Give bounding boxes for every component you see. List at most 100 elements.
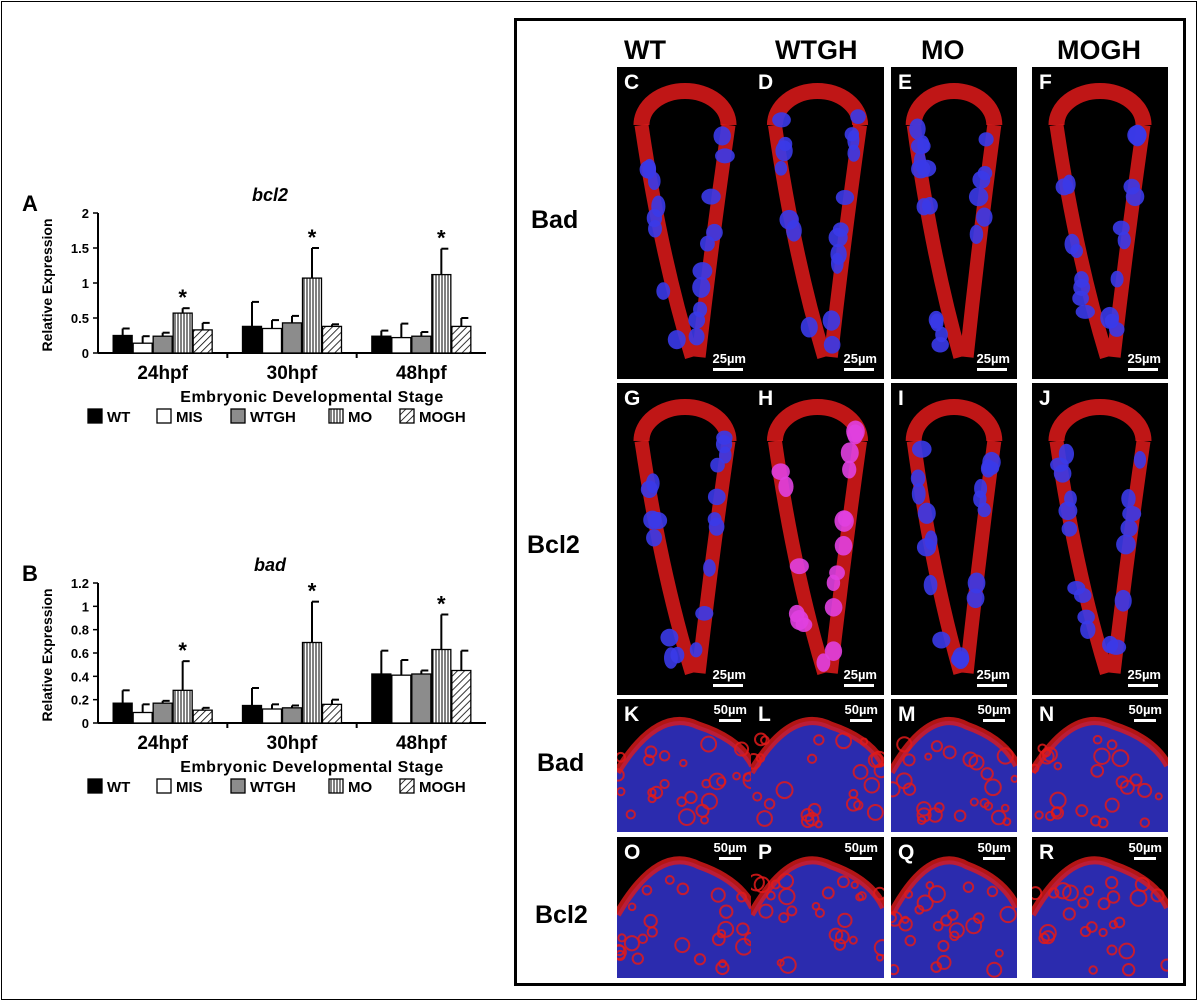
x-tick-label: 24hpf <box>137 733 188 754</box>
bar-mo-48hpf <box>431 648 452 724</box>
row-header-bcl2-2: Bcl2 <box>535 901 588 929</box>
stain-spot <box>845 796 861 812</box>
stain-spot <box>718 959 728 968</box>
stain-spot <box>837 875 850 889</box>
stain-spot <box>674 937 691 954</box>
bar-mis-48hpf <box>391 336 412 354</box>
micrograph-image <box>617 856 753 978</box>
stain-spot <box>775 781 794 800</box>
stain-spot <box>617 786 626 797</box>
nucleus <box>1116 534 1136 555</box>
micrograph-label: F <box>1039 71 1052 94</box>
stain-spot <box>969 797 979 807</box>
scale-label: 25µm <box>1127 667 1161 682</box>
bar-wt-24hpf <box>112 702 133 724</box>
stain-spot <box>927 885 946 903</box>
stain-spot <box>1090 815 1102 827</box>
stain-spot <box>752 791 763 802</box>
stain-spot <box>1115 775 1129 789</box>
nucleus <box>828 227 848 248</box>
stain-spot <box>1106 944 1118 956</box>
micrograph-panel: WT WTGH MO MOGH Bad Bcl2 Bad Bcl2 25µm C 2… <box>514 18 1186 986</box>
stain-spot <box>834 929 850 945</box>
nucleus <box>981 461 1000 476</box>
stain-spot <box>807 802 822 817</box>
stain-edge <box>1032 856 1168 917</box>
y-tick-label: 1.2 <box>71 576 89 591</box>
stain-spot <box>679 758 688 768</box>
bar-mogh-24hpf <box>192 709 213 724</box>
nucleus <box>775 140 793 162</box>
micrograph-label: L <box>758 703 771 726</box>
stain-spot <box>617 933 627 943</box>
stain-spot <box>904 934 917 947</box>
bar-mo-30hpf <box>301 277 323 354</box>
bar-wtgh-24hpf <box>152 702 173 724</box>
nucleus <box>663 647 678 669</box>
nucleus <box>651 195 666 218</box>
bar-wt-48hpf <box>371 673 392 724</box>
micrograph-image <box>751 856 884 978</box>
stain-spot <box>647 787 657 798</box>
nucleus <box>837 510 852 527</box>
nucleus <box>707 488 726 506</box>
stain-spot <box>695 803 710 818</box>
stain-spot <box>986 961 1003 978</box>
y-tick-label: 1.5 <box>71 241 89 256</box>
legend-swatch-mis <box>156 778 172 794</box>
scale-bar <box>1128 368 1158 371</box>
bar-wtgh-30hpf <box>281 707 303 724</box>
stain-spot <box>708 772 726 791</box>
stain-spot <box>933 802 945 813</box>
x-tick-label: 30hpf <box>267 363 318 384</box>
stain-spot <box>942 745 957 760</box>
scale-label: 25µm <box>1127 351 1161 366</box>
nucleus <box>693 301 708 318</box>
nucleus <box>692 276 711 298</box>
nucleus <box>660 628 679 647</box>
stain-spot <box>1104 797 1120 813</box>
micrograph-i: 25µm I <box>891 383 1017 695</box>
legend-label-mogh: MOGH <box>419 409 466 426</box>
stain-region <box>906 440 1002 675</box>
stain-spot <box>627 902 637 912</box>
scale-label: 50µm <box>713 840 747 855</box>
nucleus <box>932 631 951 649</box>
nucleus <box>822 310 841 331</box>
nucleus <box>1128 124 1147 147</box>
column-header-mogh: MOGH <box>1057 35 1141 65</box>
stain-spot <box>916 815 927 826</box>
nucleus <box>966 588 985 609</box>
micrograph-d: 25µm D <box>751 67 884 379</box>
legend-label-mis: MIS <box>176 779 203 796</box>
bar-wt-48hpf <box>371 335 392 354</box>
stain-spot <box>814 907 825 918</box>
nucleus <box>850 109 866 124</box>
stain-spot <box>643 754 655 767</box>
significance-marker: * <box>437 592 446 617</box>
stain-region <box>905 83 1003 126</box>
legend-label-mis: MIS <box>176 409 203 426</box>
scale-bar <box>850 857 872 860</box>
micrograph-image <box>766 83 869 359</box>
micrograph-image <box>891 717 1017 832</box>
scale-label: 25µm <box>843 667 877 682</box>
stain-spot <box>676 882 690 896</box>
column-header-wtgh: WTGH <box>775 35 858 65</box>
scale-label: 50µm <box>1128 840 1162 855</box>
scale-bar <box>983 719 1005 722</box>
micrograph-m: 50µm M <box>891 699 1017 832</box>
micrograph-label: C <box>624 71 640 94</box>
stain-spot <box>1062 884 1079 902</box>
stain-spot <box>983 801 994 811</box>
nucleus <box>771 463 790 481</box>
stain-spot <box>914 904 925 915</box>
chart-title: bad <box>254 555 287 575</box>
micrograph-label: O <box>624 841 641 864</box>
stain-region <box>1048 83 1152 126</box>
micrograph-label: E <box>898 71 913 94</box>
stain-spot <box>693 953 707 966</box>
legend-swatch-mo <box>328 778 344 794</box>
stain-region <box>633 399 737 442</box>
y-tick-label: 0 <box>82 346 89 361</box>
